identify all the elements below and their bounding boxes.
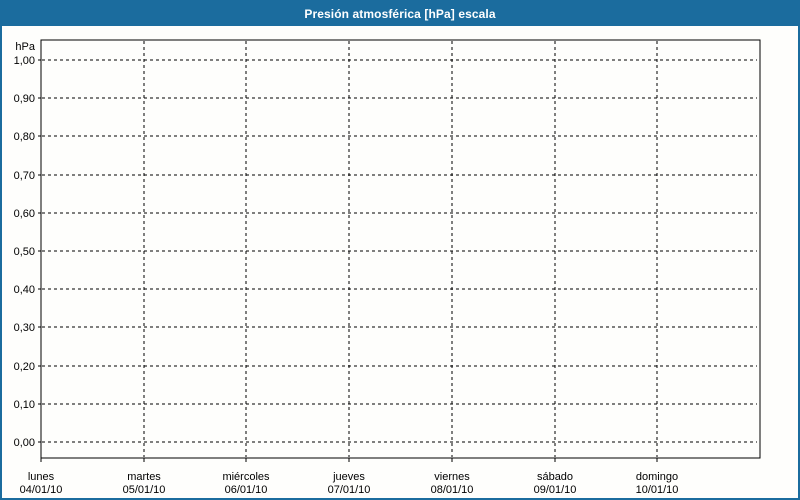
x-date-label: 07/01/10 xyxy=(328,484,371,496)
x-day-label: viernes xyxy=(434,471,470,483)
y-tick-label: 0,20 xyxy=(14,361,35,373)
x-date-label: 06/01/10 xyxy=(225,484,268,496)
title-bar: Presión atmosférica [hPa] escala xyxy=(2,2,798,26)
y-axis-unit-label: hPa xyxy=(15,41,35,53)
y-tick-label: 0,40 xyxy=(14,284,35,296)
x-day-label: sábado xyxy=(537,471,573,483)
pressure-chart: hPa 1,00 0,90 0,80 0,70 0,60 0,50 0,40 0,30 0,20 0… xyxy=(14,39,761,496)
y-tick-label: 0,90 xyxy=(14,93,35,105)
x-date-label: 04/01/10 xyxy=(20,484,63,496)
y-tick-label: 0,80 xyxy=(14,131,35,143)
x-date-label: 08/01/10 xyxy=(431,484,474,496)
y-tick-label: 0,60 xyxy=(14,208,35,220)
y-tick-label: 1,00 xyxy=(14,55,35,67)
x-day-label: miércoles xyxy=(222,471,270,483)
y-tick-label: 0,70 xyxy=(14,170,35,182)
x-date-label: 10/01/10 xyxy=(636,484,679,496)
x-day-label: lunes xyxy=(28,471,55,483)
y-tick-label: 0,30 xyxy=(14,322,35,334)
x-day-label: domingo xyxy=(636,471,678,483)
plot-frame xyxy=(40,39,761,459)
x-day-label: jueves xyxy=(332,471,365,483)
y-tick-label: 0,10 xyxy=(14,399,35,411)
x-day-label: martes xyxy=(127,471,161,483)
x-date-label: 09/01/10 xyxy=(534,484,577,496)
y-tick-label: 0,00 xyxy=(14,437,35,449)
x-date-label: 05/01/10 xyxy=(123,484,166,496)
y-tick-label: 0,50 xyxy=(14,246,35,258)
window-title: Presión atmosférica [hPa] escala xyxy=(304,7,496,21)
